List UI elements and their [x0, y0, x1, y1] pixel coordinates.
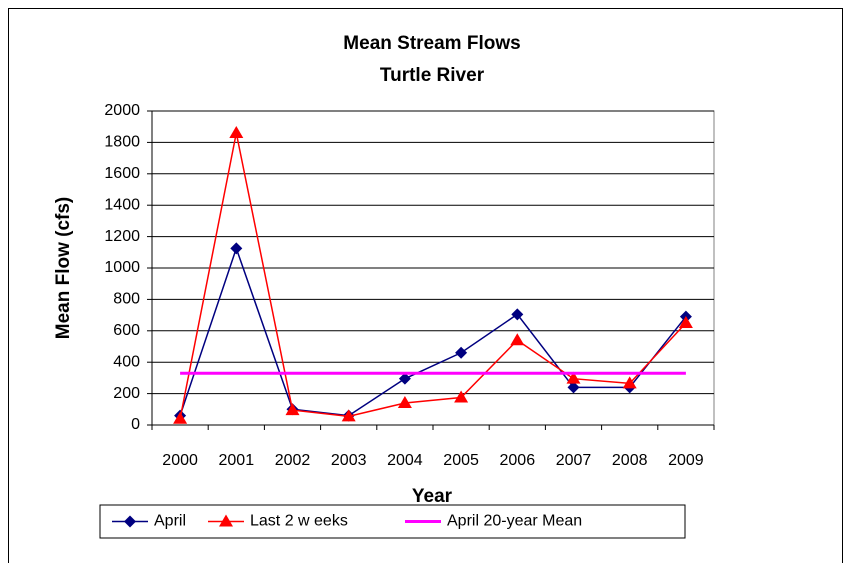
data-point — [230, 242, 243, 255]
data-point — [678, 315, 693, 328]
y-tick-label: 400 — [113, 353, 140, 370]
legend-label: April 20-year Mean — [447, 513, 582, 530]
y-tick-label: 1200 — [104, 228, 140, 245]
y-axis-label: Mean Flow (cfs) — [53, 197, 74, 340]
data-point — [455, 346, 468, 359]
x-tick-label: 2000 — [162, 452, 198, 469]
x-tick-label: 2009 — [668, 452, 704, 469]
y-tick-label: 1600 — [104, 165, 140, 182]
data-point — [398, 372, 411, 385]
legend-label: April — [154, 513, 186, 530]
chart-title: Mean Stream Flows — [343, 33, 520, 54]
y-tick-label: 1400 — [104, 196, 140, 213]
y-tick-label: 1000 — [104, 259, 140, 276]
x-tick-label: 2002 — [275, 452, 311, 469]
y-tick-label: 1800 — [104, 134, 140, 151]
data-point — [567, 381, 580, 394]
data-point — [285, 403, 300, 416]
legend-marker — [219, 514, 233, 527]
data-point — [566, 371, 581, 384]
y-tick-label: 0 — [131, 416, 140, 433]
legend-box — [99, 504, 686, 539]
x-tick-label: 2008 — [612, 452, 648, 469]
y-tick-label: 800 — [113, 291, 140, 308]
data-point — [397, 396, 412, 409]
data-point — [622, 376, 637, 389]
legend-marker — [124, 515, 136, 528]
chart-subtitle: Turtle River — [380, 65, 485, 86]
y-tick-label: 200 — [113, 385, 140, 402]
x-tick-label: 2003 — [331, 452, 367, 469]
series-line — [179, 246, 687, 417]
legend-label: Last 2 w eeks — [250, 513, 348, 530]
data-point — [341, 409, 356, 422]
data-point — [173, 411, 188, 424]
x-tick-label: 2004 — [387, 452, 423, 469]
data-point — [454, 390, 469, 403]
x-tick-label: 2001 — [219, 452, 255, 469]
y-tick-label: 600 — [113, 322, 140, 339]
series-line — [179, 132, 687, 419]
data-point — [511, 308, 524, 321]
x-axis-label: Year — [412, 486, 453, 507]
x-tick-label: 2007 — [556, 452, 592, 469]
y-tick-label: 2000 — [104, 102, 140, 119]
data-point — [229, 125, 244, 138]
data-point — [510, 333, 525, 346]
x-tick-label: 2005 — [443, 452, 479, 469]
x-tick-label: 2006 — [500, 452, 536, 469]
